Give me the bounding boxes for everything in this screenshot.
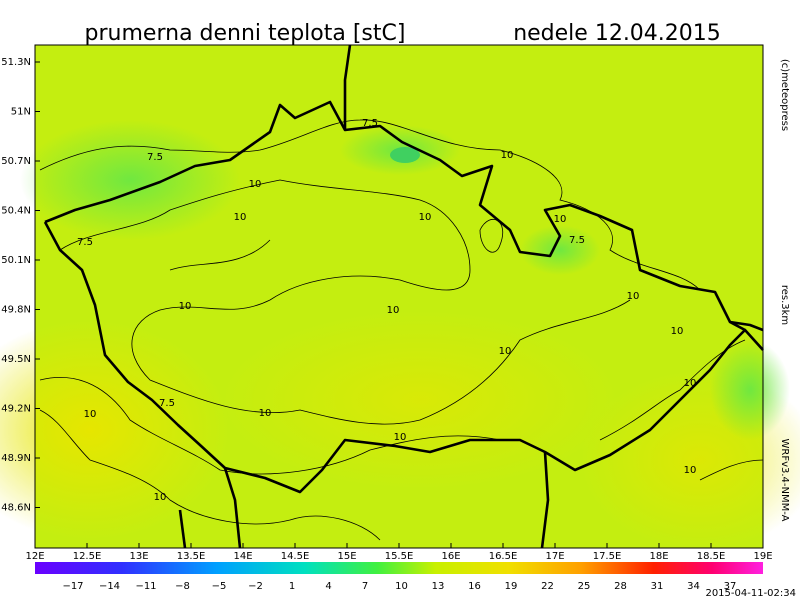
colorbar-label: 16: [468, 581, 481, 592]
contour-label: 10: [671, 326, 684, 337]
lon-label: 12E: [25, 551, 44, 562]
contour-label: 7.5: [147, 152, 163, 163]
colorbar-label: 31: [651, 581, 664, 592]
copyright: (c)meteopress: [779, 59, 790, 131]
contour-label: 10: [154, 492, 167, 503]
lat-label: 50.4N: [1, 206, 31, 217]
contour-label: 10: [627, 291, 640, 302]
lon-label: 18.5E: [697, 551, 726, 562]
contour-label: 10: [394, 432, 407, 443]
colorbar-label: 25: [578, 581, 591, 592]
colorbar-label: −14: [99, 581, 120, 592]
lon-label: 13E: [129, 551, 148, 562]
resolution: res.3km: [779, 285, 790, 325]
lon-label: 15E: [337, 551, 356, 562]
lat-label: 49.8N: [1, 305, 31, 316]
contour-label: 7.5: [569, 235, 585, 246]
contour-label: 10: [684, 465, 697, 476]
colorbar-label: 1: [289, 581, 295, 592]
contour-label: 10: [554, 214, 567, 225]
timestamp: 2015-04-11-02:34: [705, 588, 796, 599]
colorbar-label: −11: [135, 581, 156, 592]
contour-label: 10: [259, 408, 272, 419]
map-field: [0, 45, 800, 550]
lon-label: 13.5E: [177, 551, 206, 562]
lon-label: 19E: [753, 551, 772, 562]
colorbar-label: 22: [541, 581, 554, 592]
colorbar-label: 28: [614, 581, 627, 592]
model: WRFv3.4-NMM-A: [779, 439, 790, 522]
colorbar-label: 37: [724, 581, 737, 592]
contour-label: 10: [84, 409, 97, 420]
lat-label: 51N: [11, 107, 31, 118]
colorbar-label: 13: [432, 581, 445, 592]
contour-label: 10: [684, 378, 697, 389]
contour-label: 10: [234, 212, 247, 223]
colorbar-label: 4: [325, 581, 331, 592]
colorbar-label: −8: [175, 581, 190, 592]
lat-label: 51.3N: [1, 57, 31, 68]
colorbar-label: 10: [395, 581, 408, 592]
colorbar: [35, 562, 763, 574]
contour-label: 7.5: [77, 237, 93, 248]
contour-label: 7.5: [362, 118, 378, 129]
lon-label: 17E: [545, 551, 564, 562]
lat-label: 50.7N: [1, 156, 31, 167]
colorbar-label: −5: [212, 581, 227, 592]
lat-label: 49.5N: [1, 354, 31, 365]
borders: [43, 44, 764, 549]
date: nedele 12.04.2015: [513, 21, 721, 46]
colorbar-label: 7: [362, 581, 368, 592]
lon-label: 15.5E: [385, 551, 414, 562]
contour-label: 10: [387, 305, 400, 316]
lon-label: 16.5E: [489, 551, 518, 562]
colorbar-label: −17: [62, 581, 83, 592]
contour-label: 10: [419, 212, 432, 223]
lon-label: 14.5E: [281, 551, 310, 562]
lon-label: 14E: [233, 551, 252, 562]
contour-label: 10: [501, 150, 514, 161]
contour-label: 10: [249, 179, 262, 190]
contour-label: 7.5: [159, 398, 175, 409]
contour-label: 10: [179, 301, 192, 312]
lat-label: 50.1N: [1, 255, 31, 266]
lat-label: 48.6N: [1, 503, 31, 514]
contour-label: 10: [499, 346, 512, 357]
title: prumerna denni teplota [stC]: [85, 21, 406, 46]
lon-label: 18E: [649, 551, 668, 562]
lon-label: 12.5E: [73, 551, 102, 562]
lon-label: 16E: [441, 551, 460, 562]
lat-label: 48.9N: [1, 453, 31, 464]
colorbar-label: 34: [687, 581, 700, 592]
colorbar-label: 19: [505, 581, 518, 592]
lon-label: 17.5E: [593, 551, 622, 562]
colorbar-label: −2: [248, 581, 263, 592]
lat-label: 49.2N: [1, 404, 31, 415]
